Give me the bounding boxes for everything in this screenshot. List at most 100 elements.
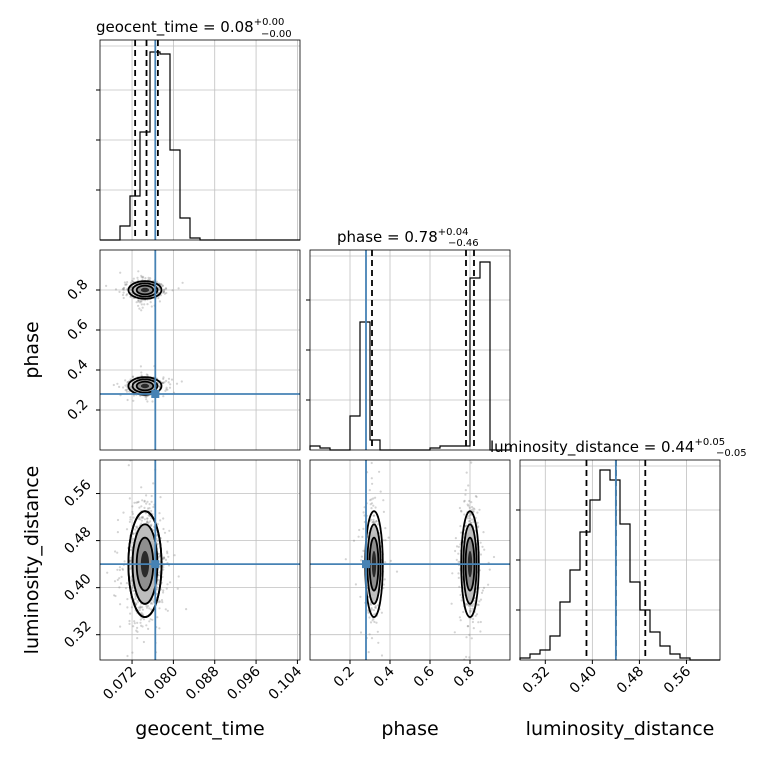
sample-point [162, 291, 165, 294]
sample-point [370, 498, 373, 501]
sample-point [116, 578, 119, 582]
sample-point [373, 402, 375, 404]
sample-point [148, 507, 151, 510]
sample-point [464, 524, 467, 527]
sample-point [359, 595, 362, 598]
sample-point [145, 606, 149, 609]
sample-point [129, 516, 132, 519]
contour-line [135, 284, 155, 296]
sample-point [123, 560, 126, 563]
sample-point [459, 593, 462, 597]
sample-point [460, 509, 463, 512]
sample-point [162, 290, 165, 293]
x-tick-label: 0.104 [266, 663, 306, 703]
sample-point [472, 520, 475, 524]
sample-point [389, 559, 392, 563]
sample-point [371, 482, 374, 485]
sample-point [395, 570, 399, 573]
histogram-step [100, 51, 300, 241]
sample-point [157, 552, 160, 556]
sample-point [472, 617, 475, 621]
sample-point [132, 277, 135, 280]
x-tick-label: 0.6 [411, 663, 438, 690]
sample-point [387, 536, 390, 539]
sample-point [380, 611, 383, 614]
sample-point [384, 539, 387, 542]
contour-line [135, 380, 155, 392]
sample-point [149, 520, 152, 523]
sample-point [372, 520, 376, 523]
sample-point [373, 620, 376, 624]
x-tick-label: 0.2 [331, 664, 358, 691]
sample-point [130, 566, 133, 569]
sample-point [382, 583, 385, 586]
sample-point [129, 518, 132, 521]
sample-point [131, 587, 134, 590]
sample-point [457, 552, 460, 555]
sample-point [122, 291, 125, 294]
sample-point [482, 531, 485, 534]
sample-point [135, 525, 138, 528]
title-geocent-time-sub: −0.00 [261, 29, 292, 40]
sample-point [116, 531, 119, 534]
sample-point [464, 489, 467, 492]
sample-point [141, 625, 144, 628]
sample-point [149, 301, 152, 304]
panel-frame [99, 249, 301, 451]
sample-point [136, 525, 139, 528]
sample-point [137, 270, 140, 273]
sample-point [133, 622, 136, 625]
panel-luminosity_distance-vs-phase [309, 402, 511, 661]
sample-point [360, 555, 363, 558]
sample-point [166, 388, 169, 391]
sample-point [119, 625, 122, 628]
sample-point [140, 624, 143, 627]
sample-point [344, 558, 347, 561]
sample-point [129, 560, 132, 563]
sample-point [148, 503, 151, 506]
sample-point [368, 633, 371, 636]
sample-point [453, 631, 456, 634]
panel-luminosity_distance-vs-geocent_time [99, 459, 301, 661]
xlabel-geocent-time: geocent_time [135, 718, 264, 740]
sample-point [384, 527, 387, 530]
sample-point [122, 287, 125, 290]
sample-point [146, 517, 149, 520]
sample-point [460, 510, 463, 513]
sample-point [451, 572, 454, 575]
sample-point [131, 505, 134, 508]
xlabel-luminosity-distance: luminosity_distance [526, 718, 715, 740]
sample-point [140, 303, 143, 306]
sample-point [140, 522, 143, 525]
sample-point [150, 523, 153, 526]
ylabel-phase: phase [21, 321, 43, 378]
sample-point [130, 586, 134, 589]
sample-point [155, 280, 158, 283]
sample-point [163, 557, 166, 560]
sample-point [141, 499, 144, 502]
sample-point [168, 386, 172, 389]
sample-point [468, 512, 471, 515]
sample-point [132, 589, 135, 592]
sample-point [362, 549, 365, 553]
sample-point [380, 654, 384, 657]
sample-point [352, 539, 356, 542]
sample-point [140, 371, 143, 374]
sample-point [159, 600, 162, 603]
sample-point [140, 300, 143, 303]
panel-content [105, 270, 184, 403]
sample-point [134, 596, 137, 599]
sample-point [146, 303, 149, 306]
x-tick-label: 0.088 [183, 664, 223, 704]
title-luminosity-distance: luminosity_distance = 0.44+0.05 [490, 437, 725, 457]
sample-point [180, 380, 183, 383]
sample-point [476, 603, 479, 606]
sample-point [156, 523, 159, 526]
x-tick-label: 0.40 [567, 664, 600, 697]
y-tick-label: 0.2 [64, 396, 91, 423]
sample-point [479, 630, 482, 633]
sample-point [159, 519, 162, 522]
sample-point [165, 587, 168, 590]
sample-point [173, 554, 176, 557]
sample-point [150, 500, 153, 503]
